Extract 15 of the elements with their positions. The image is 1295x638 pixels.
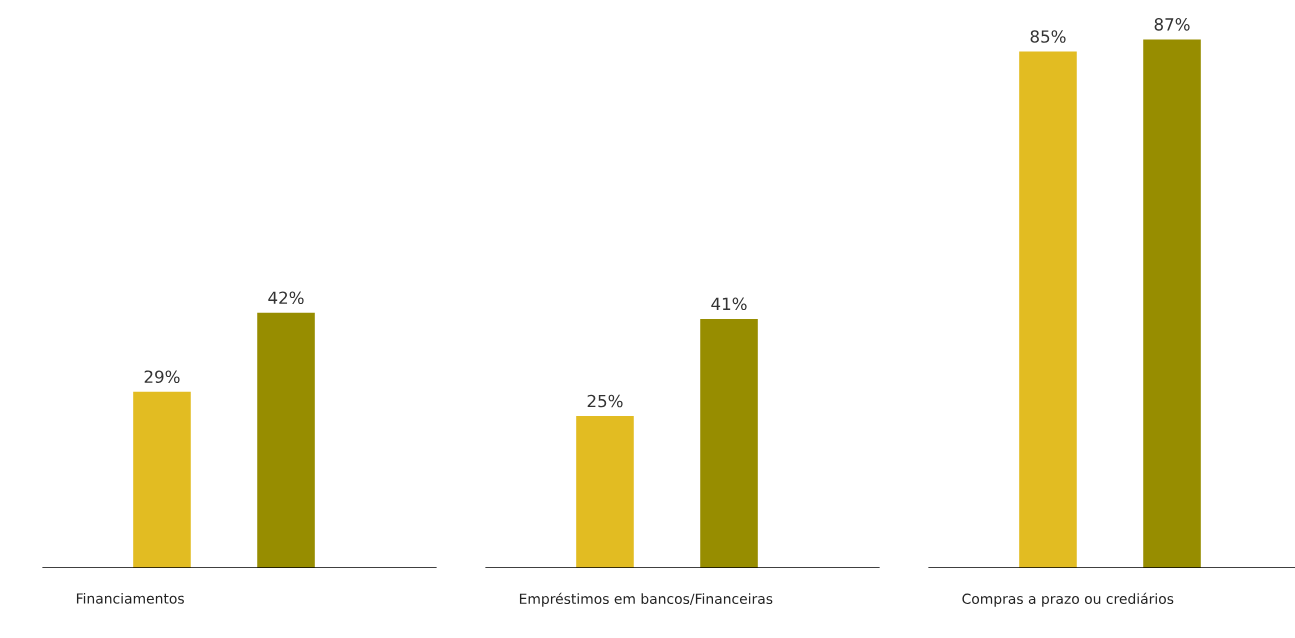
x-tick-label: Empréstimos em bancos/Financeiras xyxy=(519,592,773,607)
bar xyxy=(133,391,191,568)
data-label: 41% xyxy=(711,297,747,311)
data-label: 29% xyxy=(144,370,180,384)
data-label: 42% xyxy=(268,291,304,305)
data-label: 25% xyxy=(587,394,623,408)
x-tick-label: Financiamentos xyxy=(76,592,184,604)
bar xyxy=(700,318,758,568)
data-label: 85% xyxy=(1030,30,1066,43)
bar xyxy=(576,416,634,568)
x-tick-label: Compras a prazo ou crediários xyxy=(962,592,1174,607)
data-label: 87% xyxy=(1154,18,1190,31)
bar xyxy=(1019,51,1077,568)
bar xyxy=(257,312,315,568)
bar xyxy=(1143,39,1201,568)
